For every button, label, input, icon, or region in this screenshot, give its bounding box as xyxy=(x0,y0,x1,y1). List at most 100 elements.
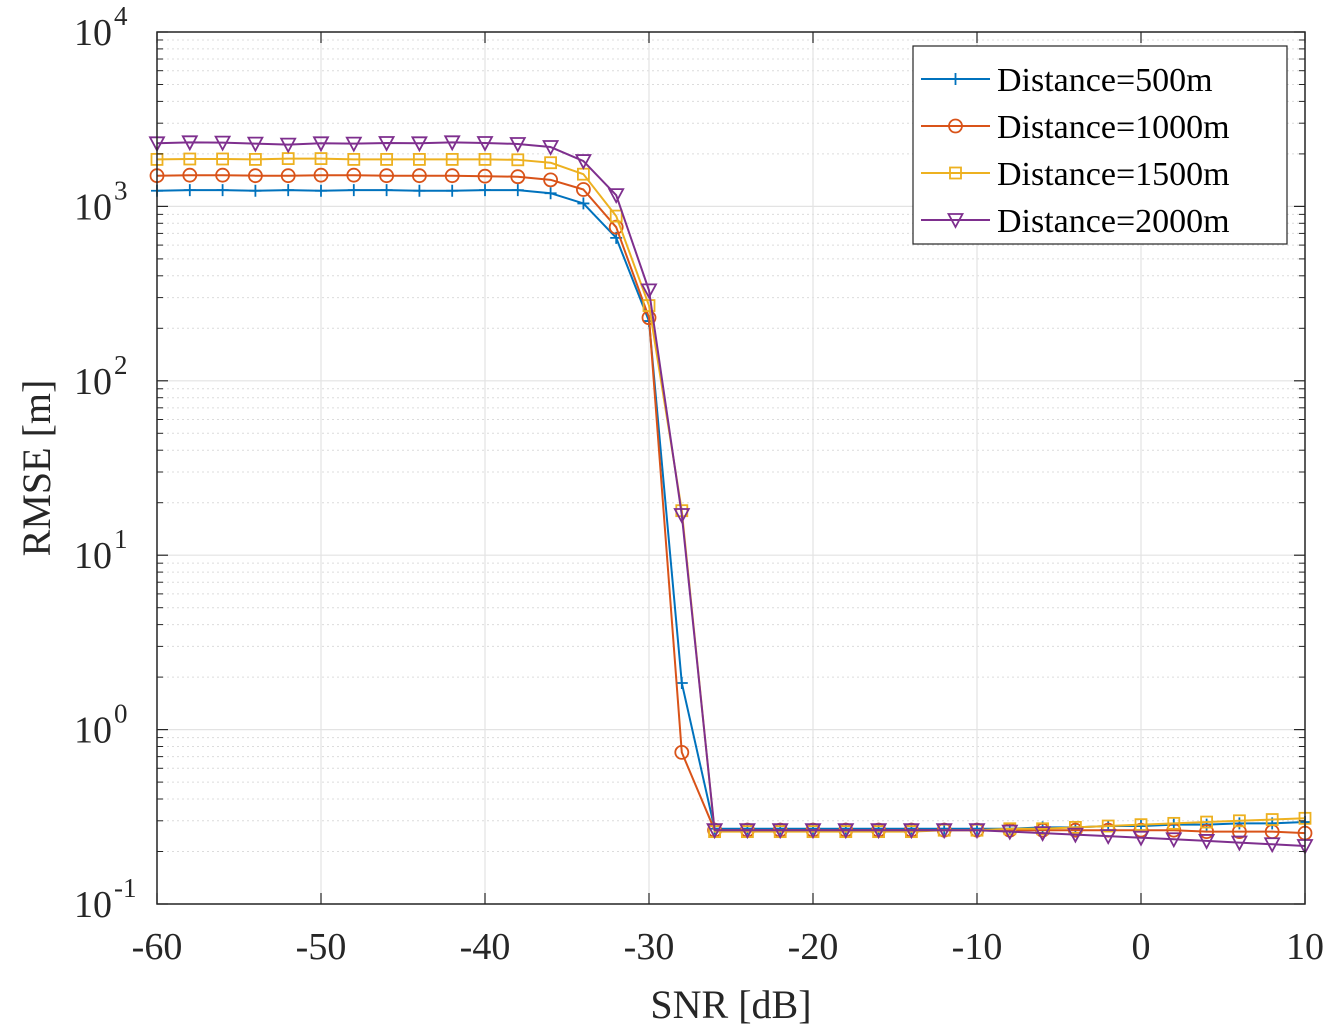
data-point xyxy=(738,823,756,840)
y-tick-label: 10 xyxy=(74,361,112,403)
data-point xyxy=(1066,827,1084,844)
data-point xyxy=(510,169,526,185)
data-point xyxy=(574,154,592,170)
data-point xyxy=(280,168,296,184)
y-tick-label: 10 xyxy=(74,710,112,752)
legend-label: Distance=2000m xyxy=(997,203,1230,240)
data-point xyxy=(249,184,262,197)
x-tick-label: 10 xyxy=(1286,926,1324,968)
data-point xyxy=(214,135,232,152)
data-point xyxy=(509,137,527,153)
x-tick-label: -40 xyxy=(460,926,511,968)
data-point xyxy=(1200,815,1213,829)
x-tick-label: 0 xyxy=(1132,926,1151,968)
data-point xyxy=(477,168,493,184)
data-point xyxy=(674,745,690,760)
legend-label: Distance=500m xyxy=(997,62,1213,99)
data-point xyxy=(577,197,590,210)
data-point xyxy=(183,152,197,166)
data-point xyxy=(511,153,525,167)
data-point xyxy=(380,152,394,166)
x-tick-label: -50 xyxy=(296,926,347,968)
data-point xyxy=(479,184,491,197)
data-point xyxy=(1134,818,1148,832)
data-point xyxy=(412,152,426,166)
data-point xyxy=(1198,834,1216,850)
data-point xyxy=(1233,817,1246,830)
data-point xyxy=(771,823,789,840)
data-point xyxy=(445,152,459,166)
data-point xyxy=(1263,837,1281,854)
legend-label: Distance=1500m xyxy=(997,156,1230,193)
legend-item: Distance=1500m xyxy=(921,156,1230,193)
legend-item: Distance=500m xyxy=(921,62,1213,99)
data-point xyxy=(444,168,460,184)
y-tick-exponent: 4 xyxy=(114,1,128,31)
plot-frame xyxy=(156,31,1306,905)
data-point xyxy=(1001,824,1019,841)
data-point xyxy=(543,172,558,188)
data-point xyxy=(1232,824,1247,840)
legend-marker xyxy=(948,118,963,134)
data-point xyxy=(1199,824,1214,840)
data-point xyxy=(248,152,262,166)
x-axis-title: SNR [dB] xyxy=(650,982,811,1027)
data-point xyxy=(1034,826,1052,842)
data-point xyxy=(443,135,461,152)
data-point xyxy=(1165,832,1183,849)
data-point xyxy=(279,137,297,154)
data-point xyxy=(478,152,492,166)
data-point xyxy=(1233,814,1246,828)
legend-marker xyxy=(946,213,965,229)
legend-marker xyxy=(949,166,962,180)
data-point xyxy=(378,136,396,152)
data-point xyxy=(1265,813,1279,826)
x-tick-labels: -60 -50 -40 -30 -20 -10 0 10 xyxy=(132,926,1324,968)
data-point xyxy=(380,184,393,197)
x-tick-label: -10 xyxy=(952,926,1003,968)
data-point xyxy=(246,136,264,153)
data-point xyxy=(181,135,199,152)
legend: Distance=500m Distance=1000m Distance=1500… xyxy=(912,45,1288,245)
legend-marker xyxy=(949,73,962,85)
data-point xyxy=(346,167,362,183)
x-tick-label: -30 xyxy=(624,926,675,968)
y-tick-exponent: 2 xyxy=(114,350,128,380)
data-point xyxy=(902,823,920,840)
data-point xyxy=(935,823,953,840)
data-point xyxy=(247,168,263,184)
data-point xyxy=(315,184,327,197)
data-point xyxy=(379,168,395,184)
data-point xyxy=(312,136,330,153)
data-point xyxy=(1167,816,1181,830)
data-point xyxy=(182,167,198,183)
axis-ticks xyxy=(156,31,1306,905)
y-tick-label: 10 xyxy=(74,884,112,926)
data-point xyxy=(410,136,428,153)
series-layer xyxy=(148,135,1314,855)
data-point xyxy=(640,283,658,300)
legend-items: Distance=500m Distance=1000m Distance=1500… xyxy=(921,62,1230,240)
data-point xyxy=(607,188,625,205)
data-point xyxy=(313,167,329,183)
data-point xyxy=(413,184,426,197)
data-point xyxy=(804,823,822,840)
data-point xyxy=(1099,829,1117,846)
legend-item: Distance=1000m xyxy=(921,109,1230,146)
data-point xyxy=(282,184,295,197)
data-point xyxy=(1069,820,1082,834)
data-point xyxy=(511,184,524,197)
data-point xyxy=(1230,835,1248,852)
legend-item: Distance=2000m xyxy=(921,203,1230,240)
data-point xyxy=(476,136,494,152)
y-tick-exponent: 3 xyxy=(114,175,128,205)
y-tick-exponent: -1 xyxy=(114,873,137,903)
series-line xyxy=(156,141,1306,848)
data-point xyxy=(446,184,459,197)
x-tick-label: -20 xyxy=(788,926,839,968)
data-point xyxy=(411,168,427,184)
data-point xyxy=(314,152,328,165)
data-point xyxy=(183,184,196,197)
